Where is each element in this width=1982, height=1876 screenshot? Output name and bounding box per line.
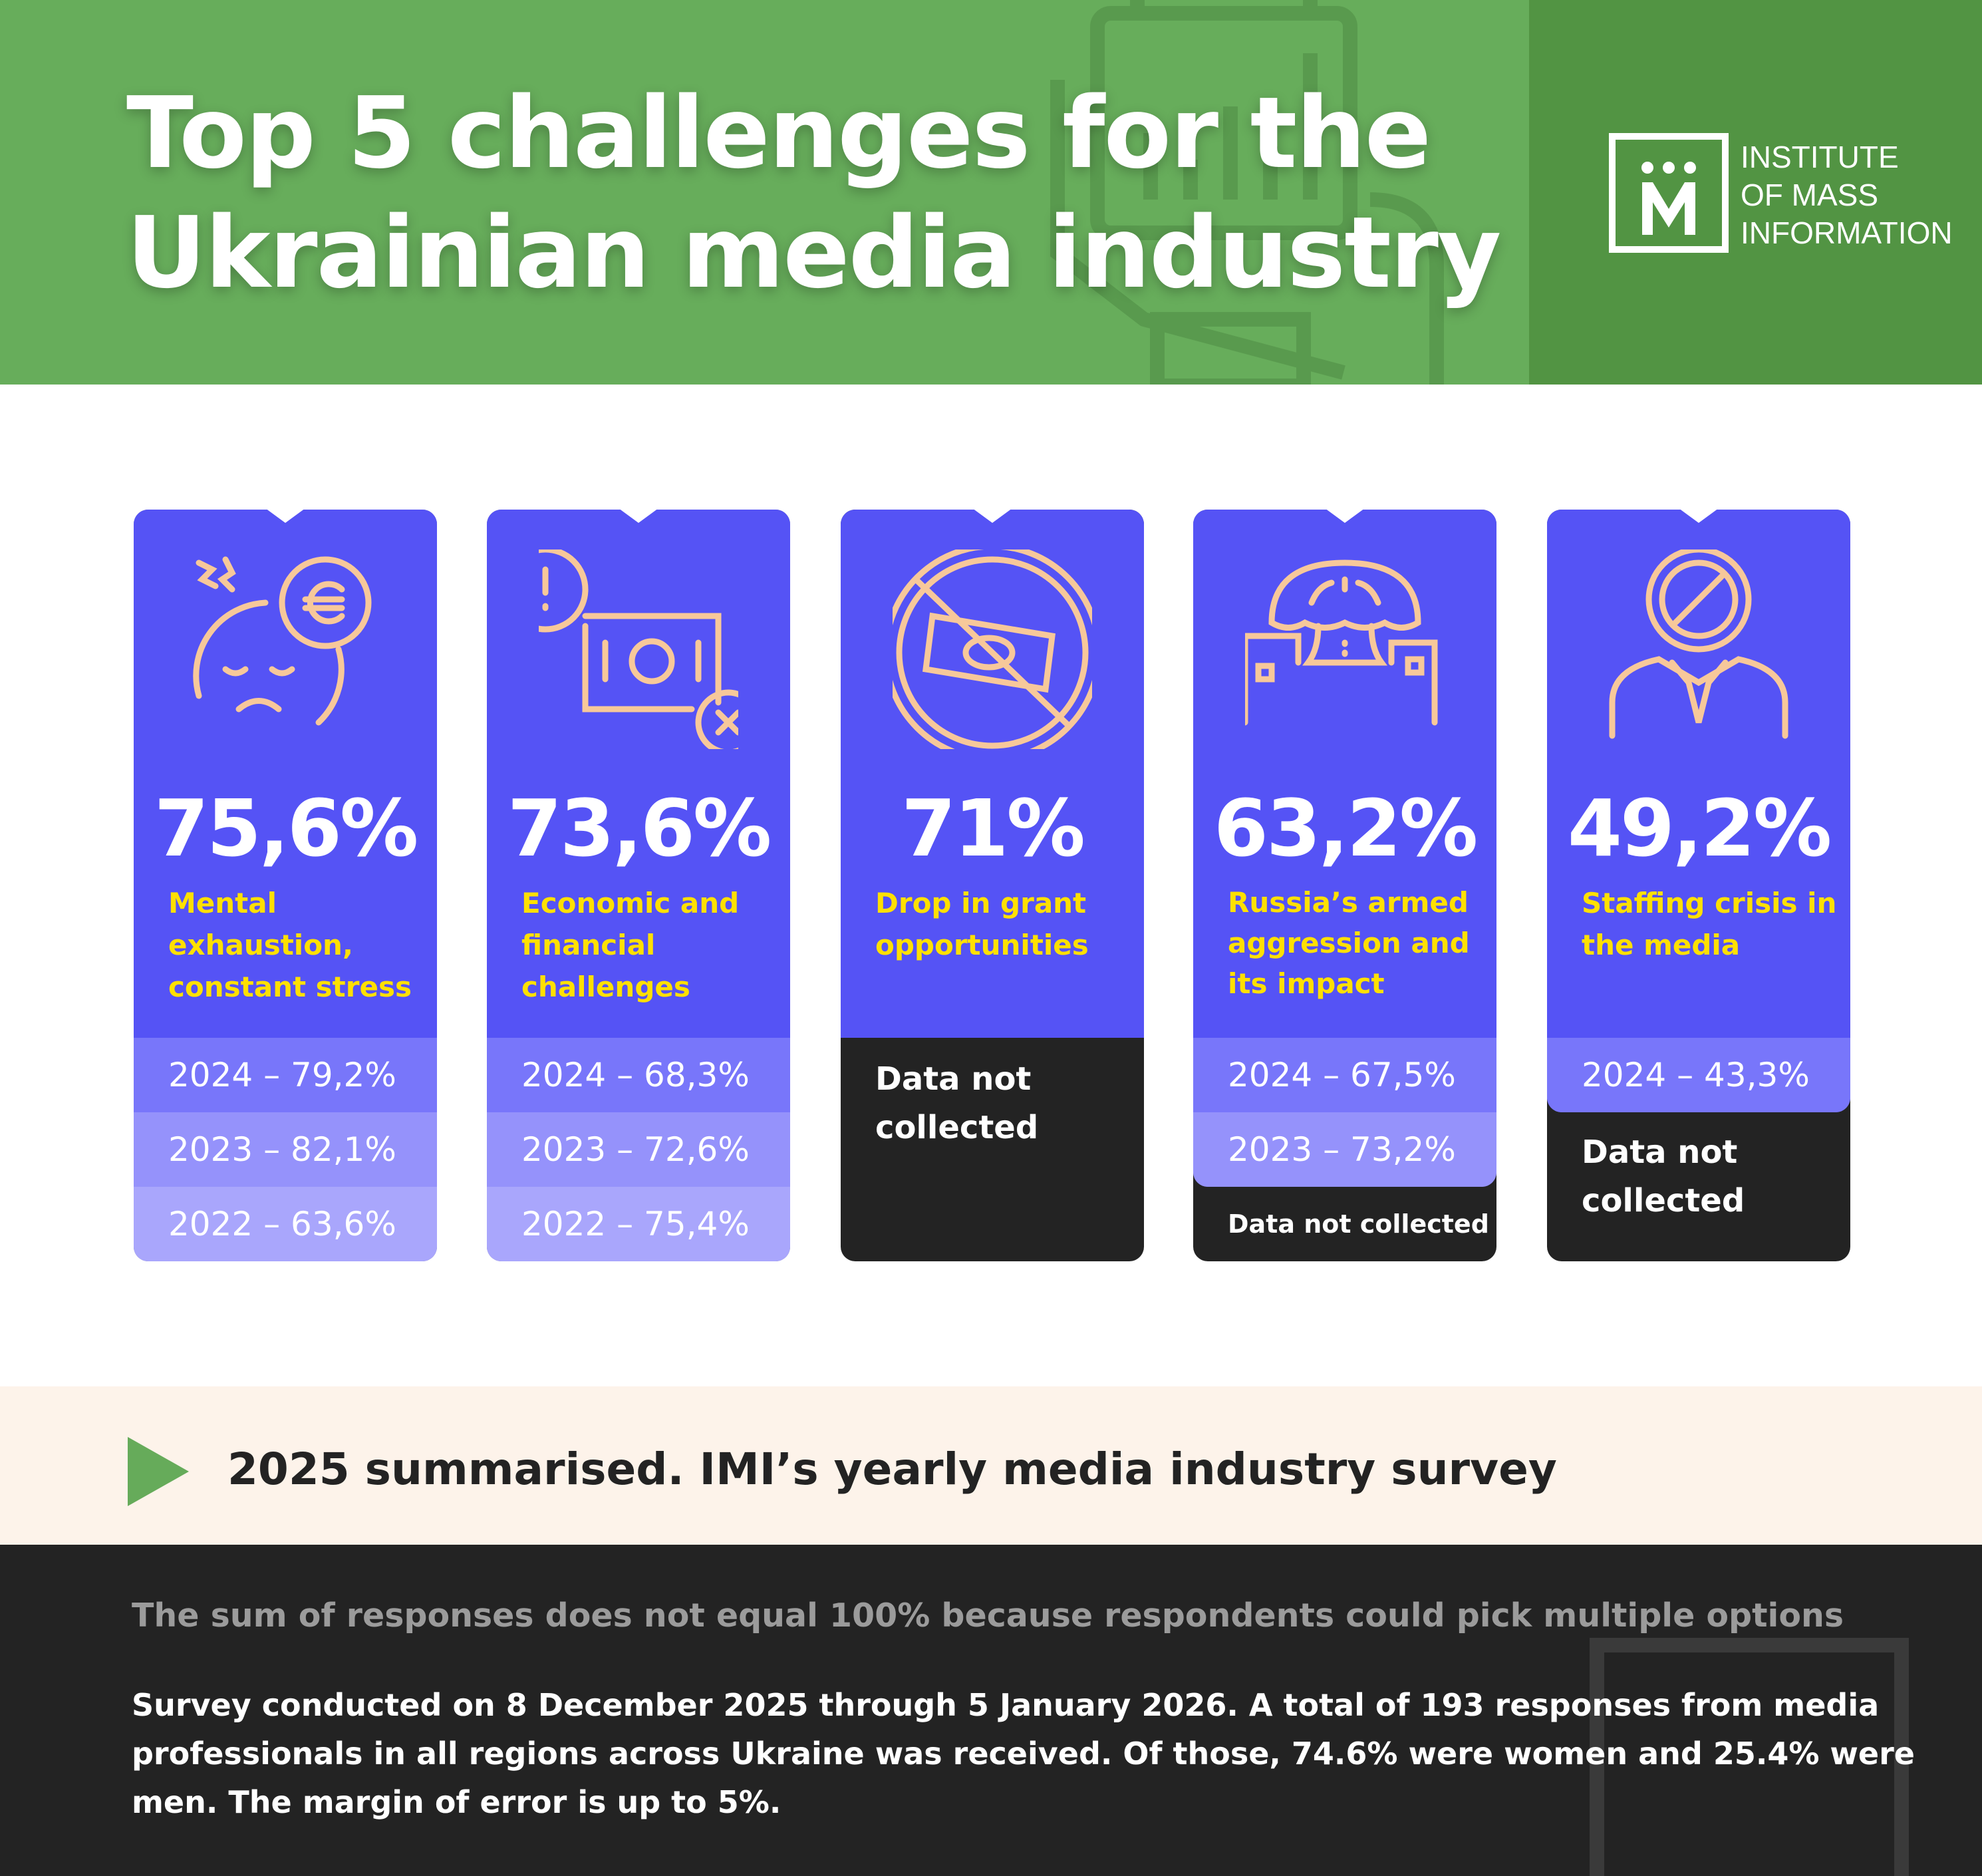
no-data-text: Data not collected [1228,1209,1489,1239]
history-row: 2023 – 82,1% [134,1112,437,1187]
play-triangle-icon [128,1437,189,1506]
money-warning-icon [539,549,738,749]
history-row: 2024 – 79,2% [134,1038,437,1112]
percent-value: 49,2% [1567,782,1832,874]
history-row: 2024 – 43,3% [1547,1038,1850,1112]
history-row: 2024 – 68,3% [487,1038,790,1112]
challenge-label: Drop in grant opportunities [875,887,1089,961]
title-line-1: Top 5 challenges for the [126,76,1431,190]
footer: The sum of responses does not equal 100%… [0,1545,1982,1876]
header-banner: Top 5 challenges for the Ukrainian media… [0,0,1982,385]
chart-hand-icon [1050,0,1444,385]
no-data-text: Data not collected [875,1060,1039,1146]
page-title: Top 5 challenges for the Ukrainian media… [126,73,1501,313]
watermark-logo-icon [1590,1638,1909,1876]
challenge-card-economic: 73,6% Economic and financial challenges … [487,510,790,1261]
percent-value: 75,6% [154,782,418,874]
logo-mark-icon [1609,133,1729,253]
history-row: 2023 – 72,6% [487,1112,790,1187]
no-staff-icon [1609,549,1788,739]
survey-title: 2025 summarised. IMI’s yearly media indu… [227,1444,1557,1495]
history-row: 2024 – 67,5% [1193,1038,1496,1112]
challenge-label: Russia’s armed aggression and its impact [1228,886,1470,1000]
logo-line-1: INSTITUTE [1741,140,1899,174]
challenge-label: Staffing crisis in the media [1582,887,1837,961]
challenge-card-aggression: 63,2% Russia’s armed aggression and its … [1193,510,1496,1261]
challenge-label: Economic and financial challenges [521,887,740,1003]
challenge-card-grants: 71% Drop in grant opportunities Data not… [841,510,1144,1261]
logo-text: INSTITUTE OF MASS INFORMATION [1741,138,1953,252]
survey-band [0,1386,1982,1545]
logo-line-2: OF MASS [1741,178,1879,212]
explosion-city-icon [1245,559,1438,726]
history-row: 2023 – 73,2% [1193,1112,1496,1187]
history-row: 2022 – 63,6% [134,1187,437,1261]
no-money-icon [893,549,1092,749]
percent-value: 73,6% [507,782,772,874]
no-data-text: Data not collected [1582,1134,1745,1219]
logo-line-3: INFORMATION [1741,216,1953,250]
stress-face-icon [193,556,372,726]
title-line-2: Ukrainian media industry [126,196,1501,310]
percent-value: 71% [901,782,1085,874]
challenge-label: Mental exhaustion, constant stress [168,887,412,1003]
percent-value: 63,2% [1213,782,1478,874]
footnote: The sum of responses does not equal 100%… [132,1597,1844,1635]
history-row: 2022 – 75,4% [487,1187,790,1261]
header-logo-panel [1529,0,1982,385]
challenge-card-staffing: 49,2% Staffing crisis in the media 2024 … [1547,510,1850,1261]
survey-methodology: Survey conducted on 8 December 2025 thro… [132,1687,1915,1820]
imi-logo: INSTITUTE OF MASS INFORMATION [1609,133,1953,253]
challenge-card-mental: 75,6% Mental exhaustion, constant stress… [134,510,437,1261]
